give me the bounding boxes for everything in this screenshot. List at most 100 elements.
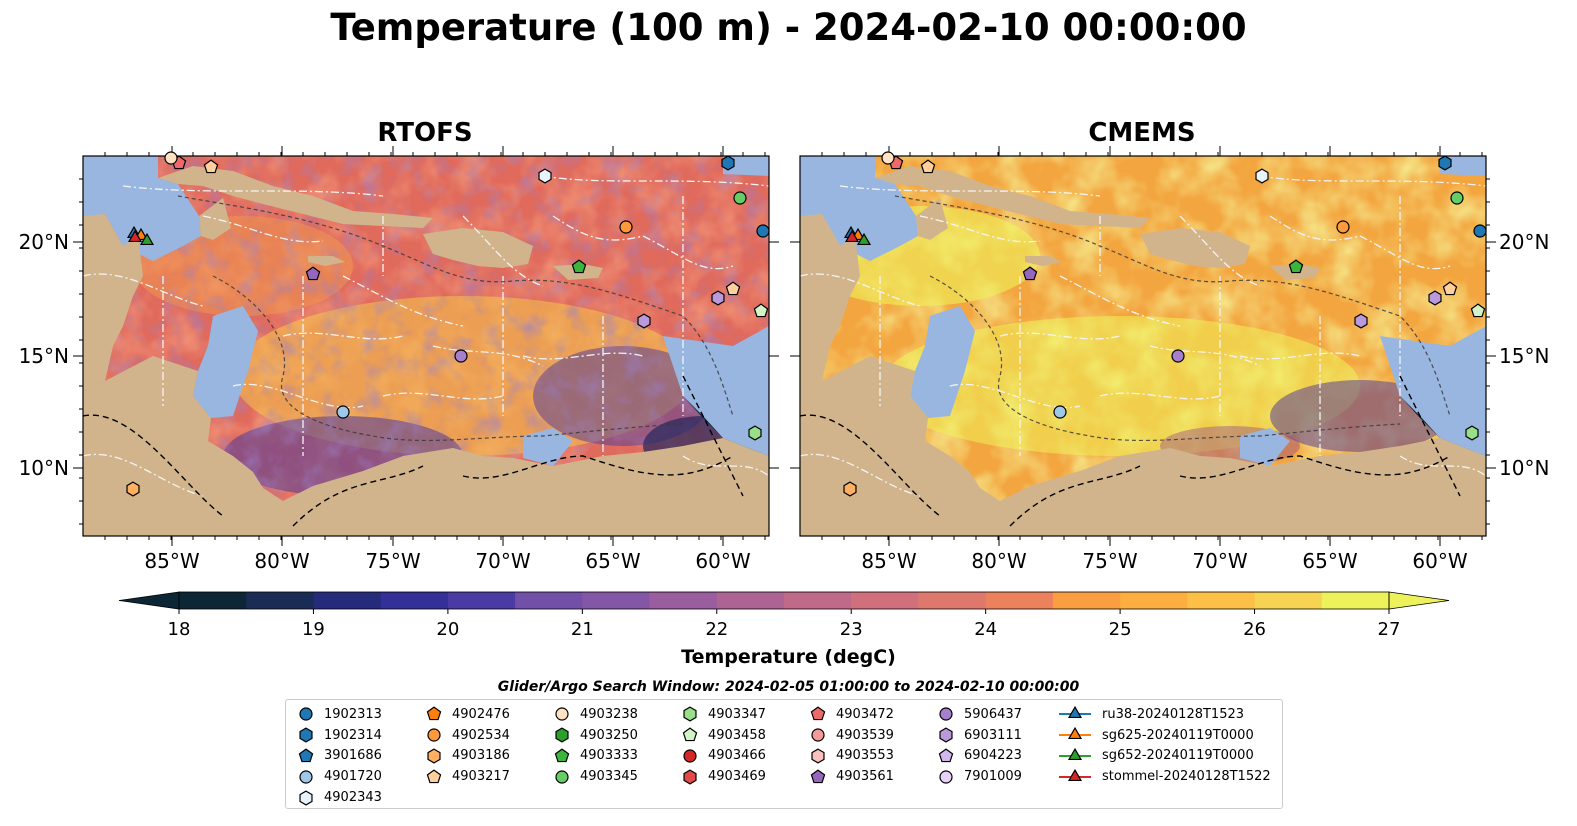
colorbar-extend-min xyxy=(118,591,180,610)
glider-track-marker-icon xyxy=(1059,747,1091,761)
legend-item: 7901009 xyxy=(938,766,1022,787)
colorbar-bin xyxy=(582,592,651,609)
lon-label-cmems: 60°W xyxy=(1412,549,1467,573)
lon-label-cmems: 75°W xyxy=(1082,549,1137,573)
map-marker-cmems xyxy=(1288,259,1304,274)
map-marker-rtofs xyxy=(753,303,769,318)
legend-label: sg625-20240119T0000 xyxy=(1102,727,1254,743)
legend-item: 4903469 xyxy=(682,766,766,787)
map-marker-rtofs xyxy=(637,313,651,329)
legend-label: 6903111 xyxy=(964,727,1022,743)
colorbar-bin xyxy=(246,592,314,609)
colorbar-bin xyxy=(918,592,987,609)
legend-label: 4903250 xyxy=(580,727,638,743)
colorbar-bin xyxy=(380,592,449,609)
legend-item: 4903561 xyxy=(810,766,894,787)
colorbar-tick-label: 26 xyxy=(1243,619,1266,640)
lon-label-rtofs: 80°W xyxy=(254,549,309,573)
circle-marker-icon xyxy=(939,770,953,784)
legend-label: 4903472 xyxy=(836,706,894,722)
legend-item: 3901686 xyxy=(298,746,382,767)
legend-label: 4903466 xyxy=(708,748,766,764)
legend-item: 4902343 xyxy=(298,787,382,808)
map-marker-cmems xyxy=(920,159,936,174)
map-glider-rtofs xyxy=(139,232,155,246)
colorbar-bin xyxy=(649,592,718,609)
lon-label-cmems: 80°W xyxy=(971,549,1026,573)
lon-label-cmems: 85°W xyxy=(861,549,916,573)
legend-label: 4903238 xyxy=(580,706,638,722)
lat-label-left: 10°N xyxy=(19,456,69,480)
legend-marker xyxy=(555,770,569,784)
legend-marker xyxy=(1059,747,1091,761)
map-marker-rtofs xyxy=(721,155,735,171)
legend-marker xyxy=(299,770,313,784)
map-panel-cmems xyxy=(799,155,1487,537)
legend-item: 4903217 xyxy=(426,766,510,787)
colorbar-tick-label: 23 xyxy=(840,619,863,640)
lon-label-cmems: 70°W xyxy=(1192,549,1247,573)
map-marker-cmems xyxy=(1255,168,1269,184)
colorbar-tick-label: 21 xyxy=(571,619,594,640)
legend-item: 4903186 xyxy=(426,746,510,767)
map-marker-rtofs xyxy=(756,224,770,238)
map-marker-cmems xyxy=(843,481,857,497)
hexagon-marker-icon xyxy=(811,748,825,764)
legend-item: sg625-20240119T0000 xyxy=(1058,725,1271,746)
panel-title-rtofs: RTOFS xyxy=(377,118,473,148)
legend-item: ru38-20240128T1523 xyxy=(1058,704,1271,725)
lat-label-right: 20°N xyxy=(1499,230,1549,254)
legend-label: 4901720 xyxy=(324,769,382,785)
hexagon-marker-icon xyxy=(427,748,441,764)
legend-marker xyxy=(1059,706,1091,719)
legend-item: 1902313 xyxy=(298,704,382,725)
colorbar-bin xyxy=(447,592,516,609)
legend-column: 5906437 6903111 6904223 7901009 xyxy=(938,704,1022,787)
legend-item: 4903250 xyxy=(554,725,638,746)
pentagon-marker-icon xyxy=(938,748,954,763)
colorbar-label: Temperature (degC) xyxy=(681,646,896,668)
legend-column: ru38-20240128T1523 sg625-20240119T0000 sg6… xyxy=(1058,704,1271,787)
map-marker-rtofs xyxy=(748,425,762,441)
figure-title: Temperature (100 m) - 2024-02-10 00:00:0… xyxy=(330,6,1247,49)
map-marker-cmems xyxy=(1171,349,1185,363)
legend-marker xyxy=(810,769,826,783)
legend-item: 4902476 xyxy=(426,704,510,725)
hexagon-marker-icon xyxy=(683,769,697,785)
lon-label-cmems: 65°W xyxy=(1302,549,1357,573)
legend-label: 1902314 xyxy=(324,727,382,743)
legend-label: 4903347 xyxy=(708,706,766,722)
legend-item: stommel-20240128T1522 xyxy=(1058,766,1271,787)
circle-marker-icon xyxy=(939,707,953,721)
legend-label: 4903333 xyxy=(580,748,638,764)
pentagon-marker-icon xyxy=(810,706,826,721)
pentagon-marker-icon xyxy=(554,748,570,763)
lon-label-rtofs: 85°W xyxy=(144,549,199,573)
circle-marker-icon xyxy=(555,707,569,721)
hexagon-marker-icon xyxy=(555,727,569,743)
colorbar-bin xyxy=(784,592,852,609)
map-marker-cmems xyxy=(1354,313,1368,329)
pentagon-marker-icon xyxy=(810,769,826,783)
colorbar-tick-label: 24 xyxy=(974,619,997,640)
glider-track-marker-icon xyxy=(1059,706,1091,719)
legend: 1902313 1902314 3901686 4901720 4902343 49024… xyxy=(285,699,1283,809)
colorbar-tick-label: 20 xyxy=(436,619,459,640)
hexagon-marker-icon xyxy=(299,727,313,743)
map-marker-rtofs xyxy=(336,405,350,419)
colorbar-tick-label: 27 xyxy=(1378,619,1401,640)
legend-marker xyxy=(682,727,698,742)
map-marker-cmems xyxy=(1053,405,1067,419)
map-marker-rtofs xyxy=(619,220,633,234)
legend-marker xyxy=(811,728,825,742)
colorbar-tick-label: 22 xyxy=(705,619,728,640)
legend-label: 4902343 xyxy=(324,790,382,806)
map-marker-rtofs xyxy=(538,168,552,184)
pentagon-marker-icon xyxy=(298,748,314,763)
legend-item: 4903238 xyxy=(554,704,638,725)
lon-label-rtofs: 65°W xyxy=(585,549,640,573)
lat-label-left: 15°N xyxy=(19,344,69,368)
map-marker-cmems xyxy=(1470,303,1486,318)
legend-item: 4903466 xyxy=(682,746,766,767)
